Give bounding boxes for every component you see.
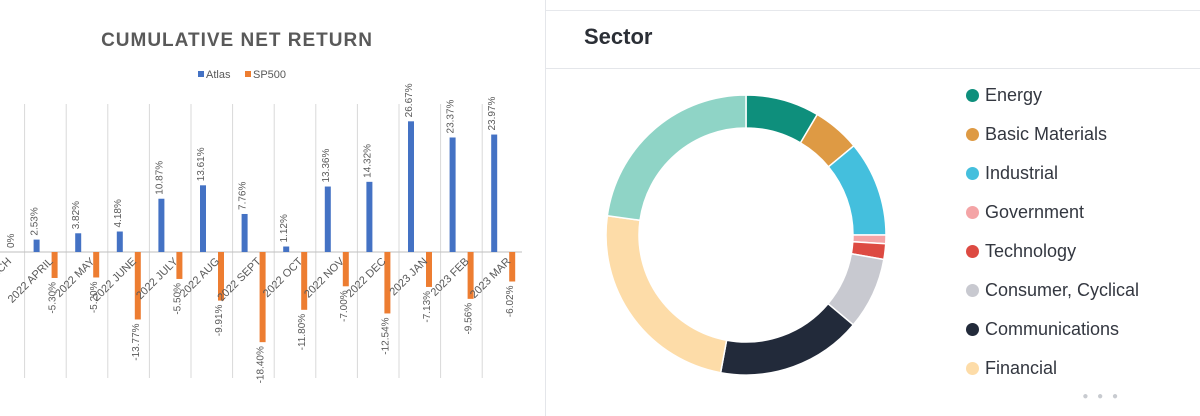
- data-label-atlas-1: 2.53%: [30, 207, 41, 235]
- category-label-7: 2022 OCT: [261, 255, 306, 300]
- bar-atlas-11: [449, 137, 456, 252]
- sector-title: Sector: [584, 24, 653, 49]
- data-label-sp500-2: -5.20%: [89, 281, 100, 313]
- legend-item-energy: Energy: [966, 76, 1139, 115]
- data-label-atlas-3: 4.18%: [113, 199, 124, 227]
- donut-slice-other: [606, 94, 747, 222]
- data-label-atlas-4: 10.87%: [154, 161, 165, 195]
- bar-sp500-11: [467, 252, 474, 299]
- bar-atlas-8: [324, 186, 331, 252]
- category-label-11: 2023 FEB: [429, 256, 472, 299]
- donut-chart: [605, 94, 887, 376]
- data-label-sp500-8: -7.00%: [339, 290, 350, 322]
- data-label-sp500-1: -5.30%: [48, 282, 59, 314]
- bar-atlas-10: [408, 121, 414, 252]
- bar-sp500-2: [93, 252, 100, 278]
- data-label-atlas-11: 23.37%: [446, 99, 457, 133]
- data-labels: 0%0%2.53%-5.30%3.82%-5.20%4.18%-13.77%10…: [6, 83, 516, 383]
- data-label-sp500-4: -5.50%: [172, 283, 183, 315]
- legend-label: Energy: [985, 85, 1043, 105]
- bar-sp500-10: [426, 252, 432, 287]
- legend-label: Financial: [985, 358, 1058, 378]
- legend-item-technology: Technology: [966, 232, 1139, 271]
- bar-sp500-5: [218, 252, 224, 301]
- data-label-atlas-9: 14.32%: [362, 144, 373, 178]
- legend-item-consumer-cyclical: Consumer, Cyclical: [966, 271, 1139, 310]
- legend-label: Basic Materials: [985, 124, 1108, 144]
- bar-atlas-5: [200, 185, 206, 252]
- data-label-sp500-3: -13.77%: [131, 323, 142, 360]
- bar-sp500-9: [384, 252, 391, 314]
- data-label-atlas-12: 23.97%: [487, 97, 498, 131]
- bar-atlas-1: [33, 239, 40, 252]
- category-label-9: 2022 DEC: [344, 256, 388, 300]
- legend-label: Technology: [985, 241, 1077, 261]
- data-label-atlas-6: 7.76%: [238, 182, 249, 210]
- legend-swatch-sp500: [245, 71, 251, 77]
- legend-dot: [966, 323, 979, 336]
- bar-atlas-12: [491, 134, 498, 252]
- legend-label: Government: [985, 202, 1085, 222]
- bar-atlas-6: [241, 213, 248, 252]
- donut-slice-communications: [719, 302, 855, 376]
- legend-dot: [966, 245, 979, 258]
- bars: [10, 121, 516, 343]
- legend-label-atlas: Atlas: [206, 69, 231, 81]
- data-label-sp500-7: -11.80%: [297, 314, 308, 351]
- bar-sp500-8: [342, 252, 349, 287]
- legend-label: Consumer, Cyclical: [985, 280, 1140, 300]
- legend-label-sp500: SP500: [253, 69, 286, 81]
- data-label-sp500-6: -18.40%: [256, 346, 267, 383]
- legend-label: Communications: [985, 319, 1120, 339]
- bar-atlas-7: [283, 246, 290, 252]
- chart-title: CUMULATIVE NET RETURN: [101, 30, 373, 51]
- data-label-sp500-9: -12.54%: [380, 317, 391, 354]
- legend-label: Industrial: [985, 163, 1059, 183]
- bar-sp500-4: [176, 252, 183, 279]
- bar-sp500-7: [301, 252, 308, 310]
- bar-sp500-6: [259, 252, 266, 343]
- data-label-sp500-0: 0%: [6, 233, 17, 248]
- legend-item-industrial: Industrial: [966, 154, 1139, 193]
- data-label-atlas-10: 26.67%: [404, 83, 415, 117]
- data-label-sp500-10: -7.13%: [422, 291, 433, 323]
- bar-sp500-1: [51, 252, 58, 278]
- legend-dot: [966, 167, 979, 180]
- data-label-sp500-12: -6.02%: [505, 285, 516, 317]
- data-label-atlas-8: 13.36%: [321, 149, 332, 183]
- bar-atlas-9: [366, 181, 373, 252]
- legend-dot: [966, 128, 979, 141]
- data-label-atlas-5: 13.61%: [196, 147, 207, 181]
- legend-item-financial: Financial: [966, 349, 1139, 388]
- bar-sp500-3: [134, 252, 141, 320]
- legend-swatch-atlas: [198, 71, 204, 77]
- divider: [546, 10, 1200, 11]
- legend-item-basic-materials: Basic Materials: [966, 115, 1139, 154]
- legend-dot: [966, 206, 979, 219]
- legend-dot: [966, 89, 979, 102]
- legend-item-communications: Communications: [966, 310, 1139, 349]
- data-label-sp500-5: -9.91%: [214, 304, 225, 336]
- data-label-sp500-11: -9.56%: [464, 303, 475, 335]
- sector-panel: Sector Energy Basic Materials Industrial Go…: [545, 0, 1200, 416]
- donut-slice-industrial: [827, 144, 887, 236]
- category-label-5: 2022 AUG: [178, 256, 222, 300]
- bar-atlas-2: [75, 233, 82, 252]
- data-label-atlas-2: 3.82%: [71, 201, 82, 229]
- legend-dot: [966, 284, 979, 297]
- legend-item-government: Government: [966, 193, 1139, 232]
- chart-legend: Atlas SP500: [198, 69, 286, 81]
- scroll-indicator: ● ● ●: [1082, 391, 1121, 402]
- legend-dot: [966, 362, 979, 375]
- panel-header: Sector: [546, 0, 1200, 69]
- bar-sp500-12: [509, 252, 516, 282]
- bar-atlas-3: [116, 231, 123, 252]
- bar-atlas-4: [158, 198, 165, 252]
- data-label-atlas-7: 1.12%: [279, 214, 290, 242]
- sector-legend: Energy Basic Materials Industrial Governmen…: [966, 76, 1139, 388]
- donut-slice-financial: [605, 214, 728, 374]
